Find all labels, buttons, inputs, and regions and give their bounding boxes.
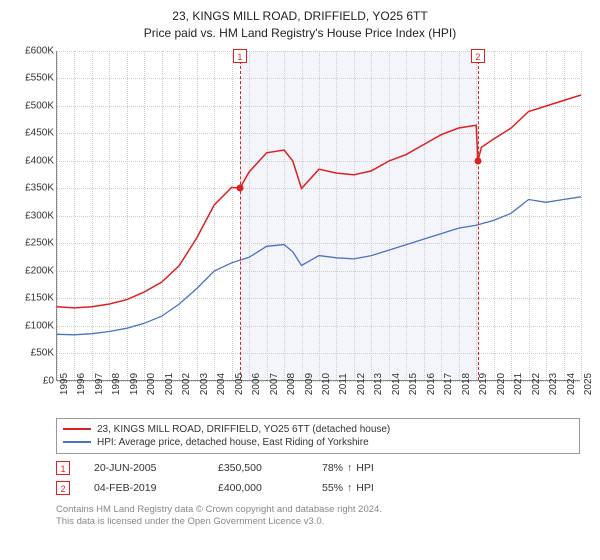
series-svg	[57, 51, 580, 380]
x-axis-label: 2003	[199, 372, 210, 394]
title-block: 23, KINGS MILL ROAD, DRIFFIELD, YO25 6TT…	[10, 8, 590, 42]
x-axis-label: 2001	[164, 372, 175, 394]
hpi-label: HPI	[356, 462, 374, 474]
x-axis-label: 2023	[548, 372, 559, 394]
y-axis-label: £50K	[10, 348, 54, 359]
y-axis-label: £400K	[10, 155, 54, 166]
title-address: 23, KINGS MILL ROAD, DRIFFIELD, YO25 6TT	[10, 8, 590, 25]
sale-marker-box: 2	[471, 49, 485, 63]
chart-container: 23, KINGS MILL ROAD, DRIFFIELD, YO25 6TT…	[0, 0, 600, 560]
x-axis-label: 2020	[496, 372, 507, 394]
x-axis-label: 2016	[426, 372, 437, 394]
y-axis-label: £350K	[10, 183, 54, 194]
y-axis-label: £550K	[10, 73, 54, 84]
arrow-up-icon: ↑	[347, 482, 352, 494]
sale-marker-line	[478, 51, 479, 380]
legend-label: HPI: Average price, detached house, East…	[97, 437, 369, 448]
x-axis-label: 2015	[408, 372, 419, 394]
series-hpi-line	[57, 196, 581, 334]
sale-price: £400,000	[218, 482, 298, 494]
x-axis-label: 2007	[269, 372, 280, 394]
sale-marker-dot	[236, 184, 243, 191]
x-axis-label: 2002	[181, 372, 192, 394]
chart-area: 12 £0£50K£100K£150K£200K£250K£300K£350K£…	[10, 46, 590, 416]
footer-attribution: Contains HM Land Registry data © Crown c…	[56, 504, 590, 530]
x-axis-label: 1996	[76, 372, 87, 394]
y-axis-label: £600K	[10, 45, 54, 56]
y-axis-label: £450K	[10, 128, 54, 139]
arrow-up-icon: ↑	[347, 462, 352, 474]
x-axis-label: 2013	[373, 372, 384, 394]
x-axis-label: 2017	[443, 372, 454, 394]
x-axis-label: 2014	[391, 372, 402, 394]
x-axis-label: 2005	[234, 372, 245, 394]
x-axis-label: 1999	[129, 372, 140, 394]
sale-marker-line	[240, 51, 241, 380]
hpi-label: HPI	[356, 482, 374, 494]
legend-item: 23, KINGS MILL ROAD, DRIFFIELD, YO25 6TT…	[63, 423, 573, 436]
y-axis-label: £150K	[10, 293, 54, 304]
x-axis-label: 2011	[338, 373, 349, 395]
sale-price: £350,500	[218, 462, 298, 474]
x-axis-label: 2019	[478, 372, 489, 394]
x-axis-label: 1997	[94, 372, 105, 394]
sale-hpi-delta: 78% ↑ HPI	[322, 462, 374, 474]
y-axis-label: £250K	[10, 238, 54, 249]
y-axis-label: £100K	[10, 320, 54, 331]
y-axis-label: £0	[10, 375, 54, 386]
y-axis-label: £200K	[10, 265, 54, 276]
x-axis-label: 2021	[513, 372, 524, 394]
sale-marker-box: 1	[233, 49, 247, 63]
sale-row-marker: 2	[56, 481, 70, 495]
x-axis-label: 2022	[531, 372, 542, 394]
x-axis-label: 2004	[216, 372, 227, 394]
gridline-v	[581, 51, 582, 380]
x-axis-label: 2025	[583, 372, 594, 394]
footer-line1: Contains HM Land Registry data © Crown c…	[56, 504, 590, 517]
x-axis-label: 1995	[59, 372, 70, 394]
legend-item: HPI: Average price, detached house, East…	[63, 436, 573, 449]
x-axis-label: 2000	[146, 372, 157, 394]
legend: 23, KINGS MILL ROAD, DRIFFIELD, YO25 6TT…	[56, 418, 580, 454]
hpi-percent: 55%	[322, 482, 343, 494]
sale-hpi-delta: 55% ↑ HPI	[322, 482, 374, 494]
y-axis-label: £300K	[10, 210, 54, 221]
plot-region: 12	[56, 51, 580, 381]
sale-date: 04-FEB-2019	[94, 482, 194, 494]
sale-table: 1 20-JUN-2005 £350,500 78% ↑ HPI 2 04-FEB-201…	[56, 458, 590, 498]
title-subtitle: Price paid vs. HM Land Registry's House …	[10, 25, 590, 42]
x-axis-label: 2024	[566, 372, 577, 394]
x-axis-label: 2009	[304, 372, 315, 394]
legend-swatch	[63, 428, 91, 430]
x-axis-label: 1998	[111, 372, 122, 394]
x-axis-label: 2012	[356, 372, 367, 394]
hpi-percent: 78%	[322, 462, 343, 474]
sale-row: 1 20-JUN-2005 £350,500 78% ↑ HPI	[56, 458, 590, 478]
sale-row-marker: 1	[56, 461, 70, 475]
x-axis-label: 2008	[286, 372, 297, 394]
legend-label: 23, KINGS MILL ROAD, DRIFFIELD, YO25 6TT…	[97, 424, 390, 435]
sale-marker-dot	[474, 157, 481, 164]
x-axis-label: 2006	[251, 372, 262, 394]
legend-swatch	[63, 441, 91, 443]
sale-date: 20-JUN-2005	[94, 462, 194, 474]
series-price-line	[57, 95, 581, 308]
sale-row: 2 04-FEB-2019 £400,000 55% ↑ HPI	[56, 478, 590, 498]
x-axis-label: 2010	[321, 372, 332, 394]
x-axis-label: 2018	[461, 372, 472, 394]
y-axis-label: £500K	[10, 100, 54, 111]
footer-line2: This data is licensed under the Open Gov…	[56, 516, 590, 529]
